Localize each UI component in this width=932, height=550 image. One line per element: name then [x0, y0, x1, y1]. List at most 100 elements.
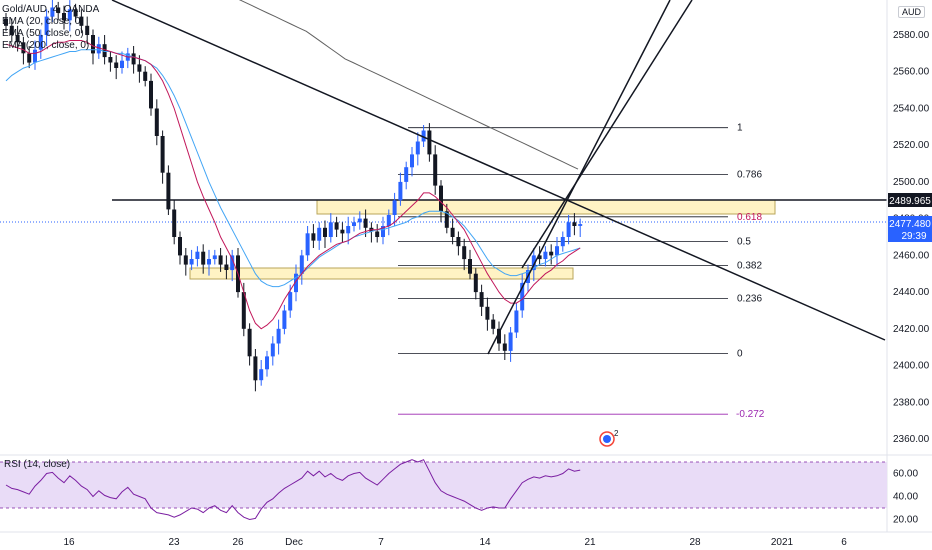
resistance-zone[interactable]: [316, 199, 776, 215]
candle-body: [143, 71, 148, 81]
candle-body: [120, 60, 124, 68]
candle-body: [91, 35, 95, 54]
candle-body: [537, 255, 542, 260]
fib-level-label: 0.236: [737, 294, 762, 305]
candle-body: [328, 222, 333, 237]
candle-body: [485, 306, 490, 320]
candle-body: [468, 259, 472, 274]
candle-body: [212, 255, 217, 260]
candle-body: [108, 57, 113, 63]
descending-trendline[interactable]: [111, 0, 886, 341]
candle-body: [241, 292, 246, 329]
candle-body: [15, 35, 20, 43]
candle-body: [421, 130, 426, 142]
ema50-legend[interactable]: EMA (50, close, 0): [2, 28, 84, 39]
candle-body: [305, 233, 310, 256]
candle-body: [183, 255, 188, 265]
price-tick-label: 2360.00: [893, 434, 930, 445]
symbol-title[interactable]: Gold/AUD, 4, OANDA: [2, 4, 100, 15]
price-tick-label: 2520.00: [893, 140, 930, 151]
candle-body: [195, 251, 200, 259]
time-tick-label: Dec: [285, 537, 303, 548]
candle-body: [415, 141, 420, 155]
candle-body: [566, 222, 571, 237]
ema200-legend[interactable]: EMA (200, close, 0): [2, 40, 90, 51]
candle-body: [253, 356, 258, 381]
rsi-legend[interactable]: RSI (14, close): [4, 459, 71, 470]
candle-body: [491, 319, 496, 329]
price-axis[interactable]: [887, 0, 932, 532]
candle-body: [456, 237, 461, 247]
support-zone[interactable]: [189, 267, 574, 280]
time-axis[interactable]: 16 23 26 Dec 7 14 21 28 2021 6: [63, 537, 847, 548]
candle-body: [62, 13, 66, 21]
candle-body: [450, 227, 455, 237]
candle-body: [439, 185, 443, 212]
candle-body: [102, 44, 107, 58]
rsi-axis-ticks: 20.00 40.00 60.00: [893, 469, 918, 526]
fib-level-label: 0: [737, 349, 743, 360]
candle-body: [549, 251, 554, 256]
candle-body: [497, 328, 501, 344]
candle-body: [178, 237, 182, 256]
time-tick-label: 28: [689, 537, 701, 548]
candle-body: [294, 273, 298, 293]
candle-body: [334, 222, 339, 230]
candle-body: [56, 7, 61, 13]
time-tick-label: 14: [479, 537, 491, 548]
candle-body: [352, 222, 356, 226]
fib-level-label: 0.786: [737, 170, 762, 181]
ema50-line: [5, 49, 581, 288]
candle-body: [346, 226, 351, 234]
rsi-tick-label: 60.00: [893, 469, 918, 480]
candle-body: [288, 292, 293, 311]
price-tick-label: 2380.00: [893, 397, 930, 408]
candle-body: [340, 229, 345, 234]
candle-body: [404, 167, 409, 182]
candle-body: [381, 226, 385, 237]
candle-body: [282, 310, 287, 329]
candle-body: [189, 259, 194, 265]
candle-body: [85, 25, 90, 35]
candle-body: [21, 42, 26, 54]
price-tick-label: 2540.00: [893, 104, 930, 115]
candle-body: [514, 310, 519, 333]
fib-level-label: 0.618: [737, 212, 762, 223]
current-price-badge: 2477.480: [889, 219, 931, 230]
candle-body: [38, 35, 43, 50]
fibonacci-retracement[interactable]: 1 0.786 0.618 0.5 0.382 0.236 0 -0.272: [398, 123, 765, 421]
candle-body: [317, 227, 322, 241]
time-tick-label: 26: [232, 537, 244, 548]
candle-body: [508, 332, 513, 351]
candle-body: [473, 273, 478, 293]
candle-body: [73, 9, 78, 17]
candle-body: [375, 231, 380, 237]
candle-body: [224, 264, 229, 270]
candle-body: [247, 328, 252, 357]
candle-body: [311, 233, 316, 241]
candle-body: [462, 246, 467, 260]
rsi-line: [5, 459, 581, 521]
fib-level-label: 0.5: [737, 237, 751, 248]
level-price-badge-bg: [888, 193, 932, 207]
ascending-channel-lower[interactable]: [521, 0, 693, 269]
candle-body: [433, 154, 438, 186]
time-tick-label: 23: [168, 537, 180, 548]
candle-body: [444, 211, 449, 228]
candle-body: [299, 255, 304, 274]
time-tick-label: 2021: [771, 537, 794, 548]
ema20-legend[interactable]: EMA (20, close, 0): [2, 16, 84, 27]
candle-body: [172, 209, 177, 237]
candle-body: [410, 154, 414, 168]
time-tick-label: 16: [63, 537, 75, 548]
alert-bell-icon[interactable]: [599, 431, 615, 447]
candle-body: [79, 16, 84, 26]
candle-body: [50, 7, 55, 17]
rsi-band: [0, 462, 887, 508]
currency-label[interactable]: AUD: [898, 6, 926, 18]
price-tick-label: 2440.00: [893, 287, 930, 298]
candle-body: [427, 130, 432, 155]
candle-body: [27, 53, 32, 63]
candle-body: [572, 222, 577, 226]
